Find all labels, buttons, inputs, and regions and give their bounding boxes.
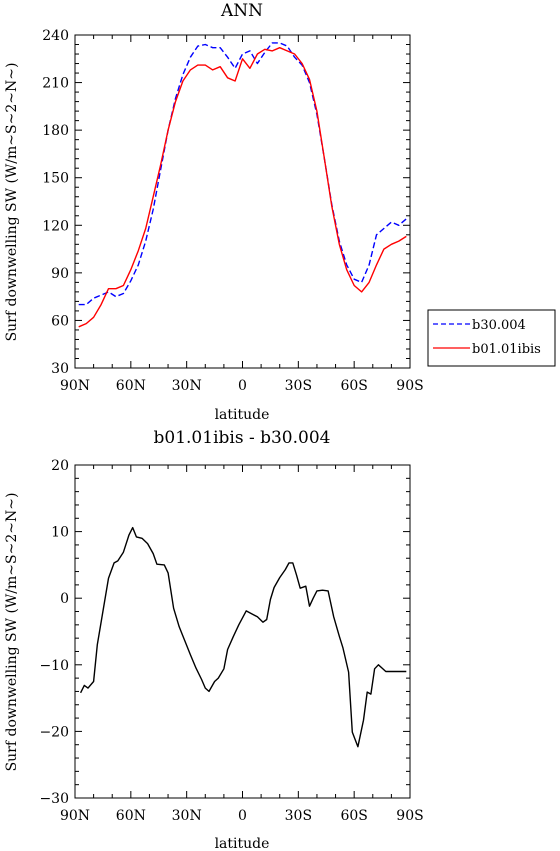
legend: b30.004 b01.01ibis [427, 309, 556, 367]
top-y-tick-label: 60 [51, 313, 69, 329]
bottom-x-tick-label: 30S [285, 808, 312, 824]
top-chart: ANN 90N 60N 30N 0 30S 60S 90S 30 60 90 120 150 180 21… [4, 1, 424, 423]
bottom-x-tick-label: 60N [116, 808, 146, 824]
top-x-axis-label: latitude [215, 407, 270, 423]
top-y-tick-label: 150 [42, 171, 69, 187]
legend-box [427, 309, 556, 367]
top-series-line-1 [78, 47, 407, 328]
top-series-line-0 [78, 42, 407, 306]
legend-label-b01-01ibis: b01.01ibis [472, 342, 541, 357]
legend-label-b30-004: b30.004 [472, 318, 526, 333]
top-y-tick-label: 30 [51, 361, 69, 377]
bottom-y-tick-label: 0 [60, 591, 69, 607]
top-y-tick-label: 180 [42, 123, 69, 139]
bottom-x-tick-label: 90N [60, 808, 90, 824]
bottom-x-tick-label: 0 [238, 808, 247, 824]
bottom-y-axis-label: Surf downwelling SW (W/m~S~2~N~) [4, 493, 20, 772]
top-x-tick-label: 60N [116, 378, 146, 394]
bottom-y-tick-label: 10 [51, 525, 69, 541]
bottom-chart: b01.01ibis - b30.004 90N 60N 30N 0 30S 60S 90S… [4, 428, 424, 851]
bottom-plot-frame [74, 464, 411, 799]
bottom-y-tick-label: −30 [39, 791, 69, 807]
bottom-x-tick-label: 30N [172, 808, 202, 824]
top-x-tick-label: 0 [238, 378, 247, 394]
bottom-x-tick-label: 60S [340, 808, 367, 824]
top-y-tick-label: 240 [42, 28, 69, 44]
bottom-y-tick-label: −10 [39, 658, 69, 674]
top-x-tick-label: 90S [396, 378, 423, 394]
top-x-tick-label: 60S [340, 378, 367, 394]
bottom-chart-title: b01.01ibis - b30.004 [154, 428, 331, 448]
top-y-tick-label: 120 [42, 218, 69, 234]
top-x-tick-label: 30S [285, 378, 312, 394]
top-y-tick-label: 210 [42, 76, 69, 92]
top-chart-title: ANN [220, 1, 263, 21]
top-plot-frame [74, 34, 411, 369]
top-y-axis-label: Surf downwelling SW (W/m~S~2~N~) [4, 63, 20, 342]
top-x-tick-label: 30N [172, 378, 202, 394]
top-y-tick-label: 90 [51, 266, 69, 282]
top-x-tick-label: 90N [60, 378, 90, 394]
bottom-series-line-0 [79, 526, 407, 748]
bottom-plot-area: 90N 60N 30N 0 30S 60S 90S −30 −20 −10 0 10 20 [39, 458, 423, 824]
top-plot-area: 90N 60N 30N 0 30S 60S 90S 30 60 90 120 150 180 210 240 [42, 28, 423, 394]
bottom-x-axis-label: latitude [215, 836, 270, 851]
bottom-y-tick-label: 20 [51, 458, 69, 474]
bottom-y-tick-label: −20 [39, 724, 69, 740]
bottom-x-tick-label: 90S [396, 808, 423, 824]
